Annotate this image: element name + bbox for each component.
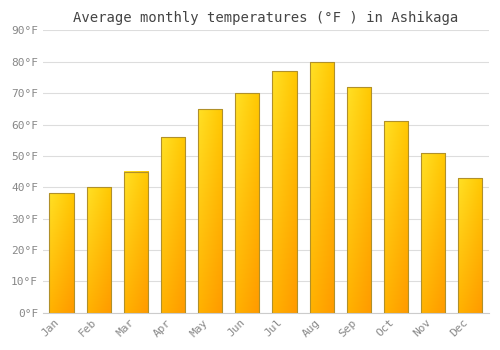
Bar [236, 93, 260, 313]
Bar [198, 109, 222, 313]
Bar [272, 71, 296, 313]
Bar [384, 121, 408, 313]
Bar [421, 153, 445, 313]
Bar [86, 187, 111, 313]
Bar [50, 194, 74, 313]
Bar [347, 87, 371, 313]
Bar [458, 178, 482, 313]
Bar [124, 172, 148, 313]
Bar [161, 137, 185, 313]
Title: Average monthly temperatures (°F ) in Ashikaga: Average monthly temperatures (°F ) in As… [74, 11, 458, 25]
Bar [310, 62, 334, 313]
